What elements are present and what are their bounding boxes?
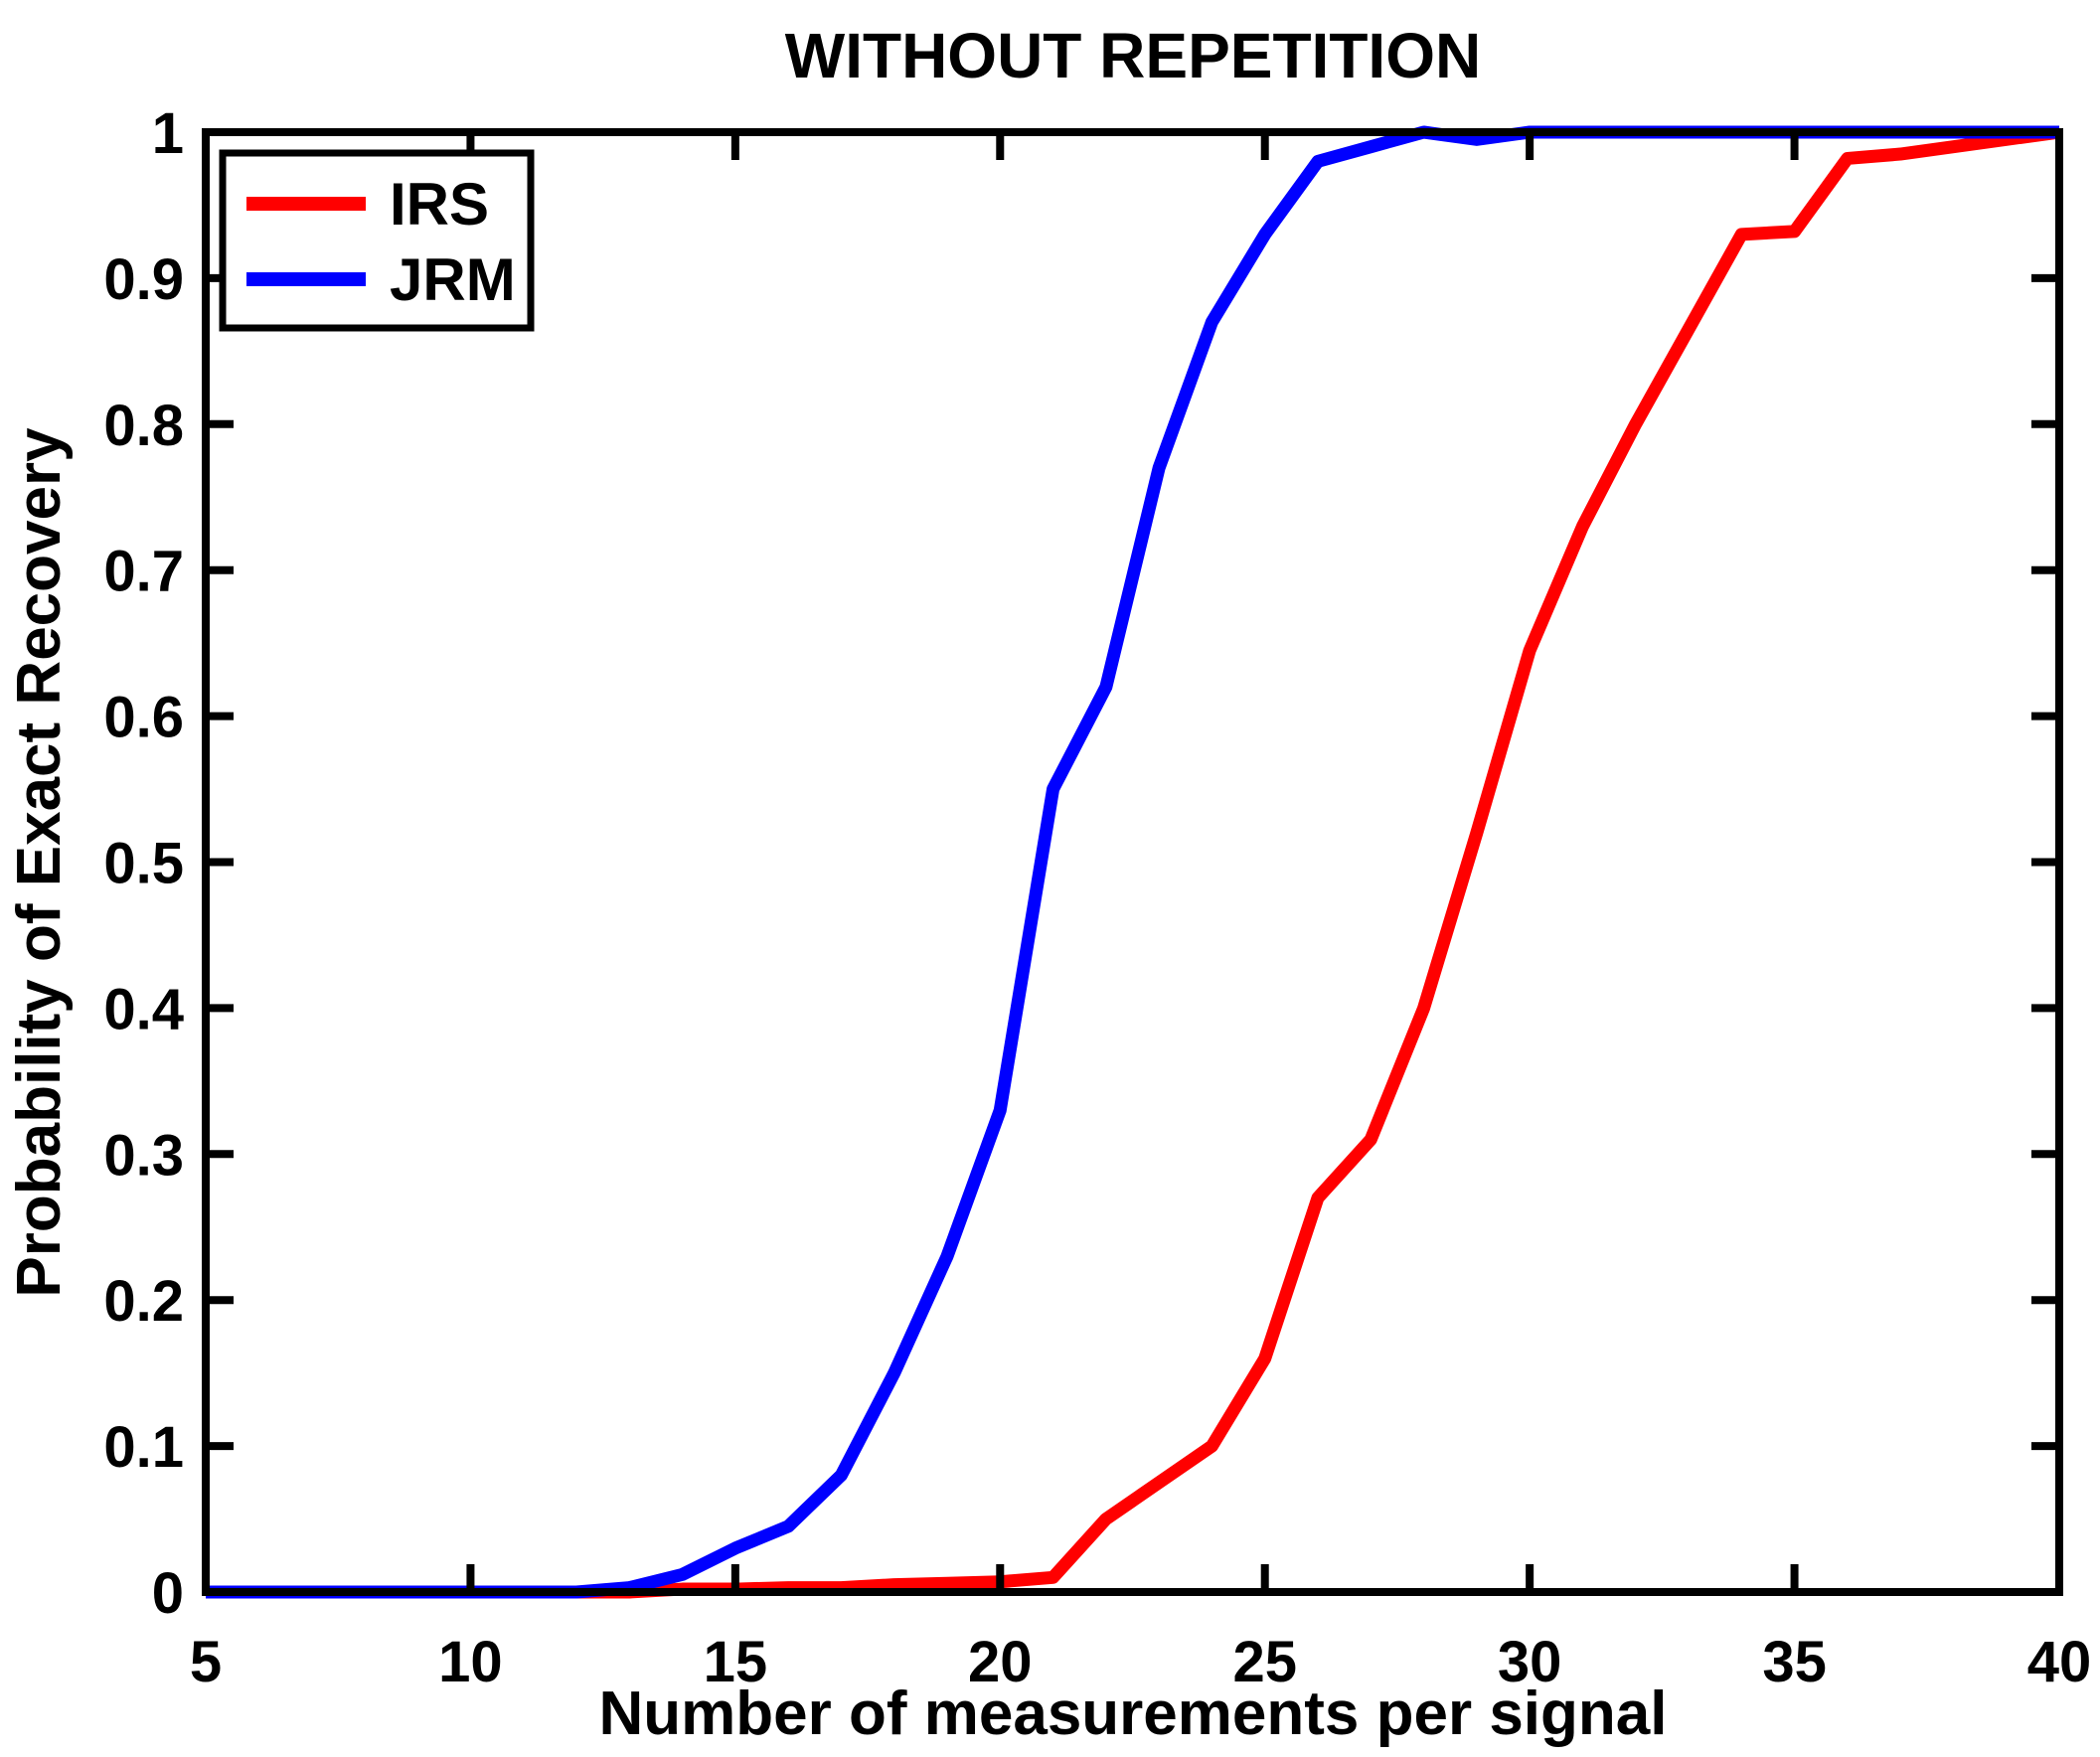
y-tick-label-0.6: 0.6	[103, 686, 184, 750]
y-tick-label-0.3: 0.3	[103, 1123, 184, 1188]
x-tick-label-25: 25	[1232, 1630, 1297, 1694]
y-axis-label: Probability of Exact Recovery	[5, 427, 74, 1298]
irs-legend-label: IRS	[390, 171, 489, 238]
x-tick-label-30: 30	[1498, 1630, 1562, 1694]
plot-background	[206, 132, 2059, 1592]
x-axis-label: Number of measurements per signal	[599, 1679, 1668, 1748]
y-tick-label-0.1: 0.1	[103, 1415, 184, 1480]
legend-box	[219, 149, 535, 332]
y-tick-label-0.4: 0.4	[103, 977, 184, 1041]
tick-labels: 5 10 15 20 25 30 35 40 0 0.1 0.2 0.3 0.4 0.5 0.6 0.7 0.8…	[103, 101, 2091, 1694]
y-tick-label-0: 0	[152, 1561, 184, 1626]
chart-title: WITHOUT REPETITION	[785, 20, 1481, 91]
x-tick-label-15: 15	[704, 1630, 768, 1694]
x-tick-label-20: 20	[968, 1630, 1033, 1694]
y-tick-label-0.7: 0.7	[103, 540, 184, 604]
x-tick-label-10: 10	[438, 1630, 503, 1694]
legend-entry-irs: IRS	[246, 171, 489, 238]
jrm-legend-label: JRM	[390, 246, 516, 313]
y-tick-label-0.9: 0.9	[103, 247, 184, 312]
y-tick-label-0.2: 0.2	[103, 1269, 184, 1334]
legend-entry-jrm: JRM	[246, 246, 516, 313]
x-tick-label-40: 40	[2027, 1630, 2092, 1694]
x-tick-label-35: 35	[1762, 1630, 1827, 1694]
y-tick-label-0.5: 0.5	[103, 832, 184, 896]
y-tick-label-1: 1	[152, 101, 184, 166]
x-tick-label-5: 5	[190, 1630, 222, 1694]
legend: IRS JRM	[219, 149, 535, 332]
y-tick-label-0.8: 0.8	[103, 394, 184, 458]
